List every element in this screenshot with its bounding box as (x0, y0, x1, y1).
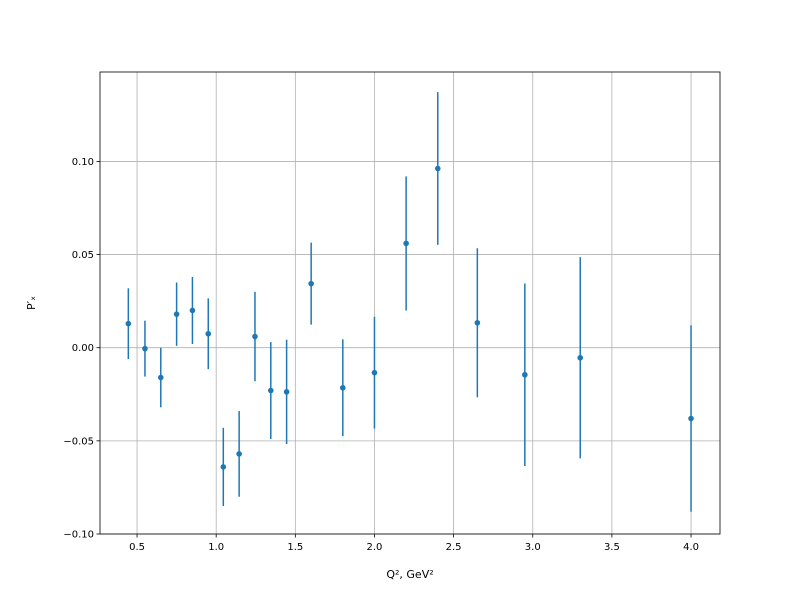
data-point (283, 389, 290, 395)
data-point (522, 371, 528, 378)
data-point (403, 240, 409, 247)
data-point (236, 451, 242, 457)
data-point (205, 330, 212, 337)
x-tick-label: 2.0 (367, 542, 383, 553)
x-tick-label: 3.0 (525, 542, 541, 553)
y-tick-label: −0.05 (63, 436, 94, 447)
data-point (267, 387, 274, 394)
data-point (157, 374, 164, 381)
data-point (252, 333, 258, 340)
data-point (474, 319, 481, 326)
x-tick-label: 2.5 (446, 542, 462, 553)
data-point (371, 369, 378, 376)
data-point (434, 165, 441, 172)
data-point (220, 464, 227, 470)
data-point (189, 307, 196, 314)
x-tick-label: 1.5 (287, 542, 303, 553)
y-tick-label: 0.00 (72, 343, 94, 354)
data-point (125, 320, 132, 327)
data-point (340, 384, 346, 391)
y-tick-label: 0.05 (72, 250, 94, 261)
y-axis-label: P′ₓ (25, 296, 38, 310)
y-tick-label: 0.10 (72, 157, 94, 168)
data-point (308, 280, 314, 287)
x-tick-label: 4.0 (683, 542, 699, 553)
x-tick-label: 0.5 (129, 542, 145, 553)
data-point (577, 354, 584, 361)
x-axis-label: Q², GeV² (386, 568, 433, 581)
data-point (173, 311, 180, 317)
plot-frame (99, 71, 721, 535)
y-tick-label: −0.10 (63, 530, 94, 541)
data-point (688, 415, 694, 422)
x-tick-label: 3.5 (604, 542, 620, 553)
x-tick-label: 1.0 (208, 542, 224, 553)
data-point (142, 345, 148, 352)
